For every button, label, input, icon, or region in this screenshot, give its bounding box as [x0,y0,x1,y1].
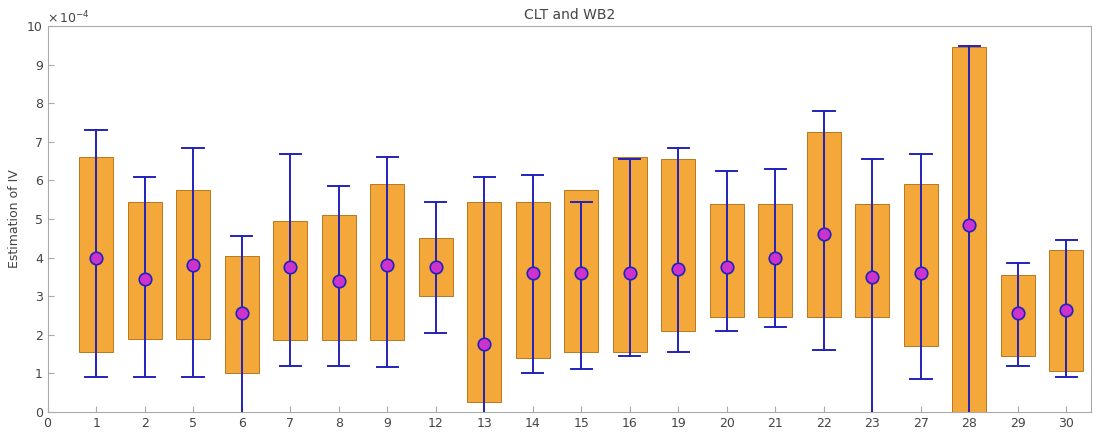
Bar [1050,250,1084,371]
Bar [903,184,937,346]
Y-axis label: Estimation of IV: Estimation of IV [9,170,21,268]
Bar [1001,275,1035,356]
Bar [274,221,308,340]
Bar [662,159,696,331]
Bar [515,201,550,358]
Bar [370,184,404,340]
Bar [224,256,258,373]
Bar [758,204,792,318]
Bar [79,157,113,352]
Bar [710,204,744,318]
Title: CLT and WB2: CLT and WB2 [523,8,614,22]
Bar [322,215,356,340]
Bar [613,157,647,352]
Bar [176,190,210,339]
Bar [855,204,889,318]
Bar [807,132,841,318]
Text: $\times\,10^{-4}$: $\times\,10^{-4}$ [46,10,89,26]
Bar [953,47,987,416]
Bar [564,190,598,352]
Bar [467,201,501,402]
Bar [419,238,453,296]
Bar [127,201,162,339]
